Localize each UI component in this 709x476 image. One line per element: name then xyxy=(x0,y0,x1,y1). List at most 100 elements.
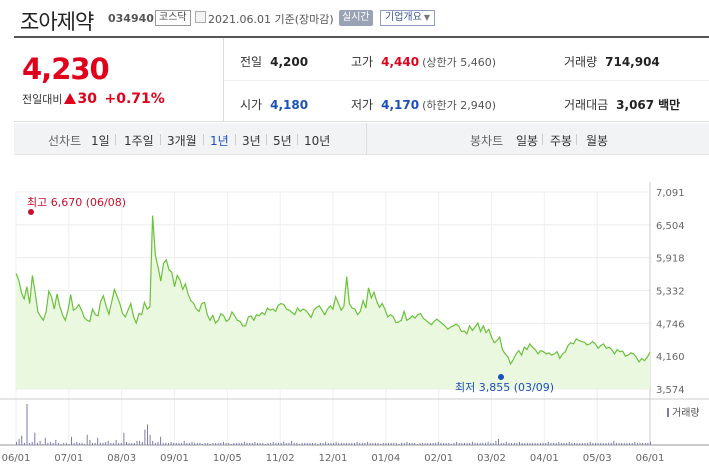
volume-bar xyxy=(44,437,46,445)
chevron-down-icon: ▼ xyxy=(423,13,430,22)
volume-bar xyxy=(511,442,513,445)
period-tab-1y[interactable]: 1년 xyxy=(210,134,229,148)
volume-bar xyxy=(450,444,452,445)
volume-bar xyxy=(508,442,510,445)
volume-bar xyxy=(597,442,599,445)
volume-bar xyxy=(532,442,534,445)
volume-bar xyxy=(526,442,528,445)
volume-bar xyxy=(477,442,479,445)
volume-bar xyxy=(469,442,471,445)
price-summary: 4,230 전일대비 30 +0.71% 전일 4,200 고가 4,440 (상한가 … xyxy=(14,36,709,122)
volume-bar xyxy=(97,437,99,445)
volume: 거래량 714,904 xyxy=(564,53,660,70)
volume-bar xyxy=(317,444,319,445)
volume-bar xyxy=(238,442,240,445)
period-tab-10y[interactable]: 10년 xyxy=(304,134,331,148)
candle-tab-weekly[interactable]: 주봉 xyxy=(550,134,573,148)
x-tick-label: 03/02 xyxy=(477,453,506,464)
y-tick-label: 3,574 xyxy=(656,385,685,396)
volume-bar xyxy=(225,442,227,445)
volume-bar xyxy=(550,442,552,445)
separator xyxy=(542,134,543,145)
period-tab-5y[interactable]: 5년 xyxy=(273,134,292,148)
volume-legend-icon xyxy=(667,408,669,417)
volume-bar xyxy=(306,442,308,445)
price-area xyxy=(16,215,650,389)
company-info-dropdown[interactable]: 기업개요 ▼ xyxy=(380,10,435,26)
volume-bar xyxy=(160,436,162,445)
volume-bar xyxy=(16,441,17,445)
separator xyxy=(203,134,204,145)
separator xyxy=(235,134,236,145)
volume-bar xyxy=(629,442,630,445)
volume-bar xyxy=(173,442,175,445)
volume-bar xyxy=(29,442,31,445)
volume-bar xyxy=(398,444,400,445)
open-value: 4,180 xyxy=(270,98,309,112)
volume-bar xyxy=(57,442,59,445)
volume-bar xyxy=(537,442,539,445)
volume-bar xyxy=(181,442,182,445)
volume-bar xyxy=(267,442,269,445)
volume-bar xyxy=(644,442,646,445)
price-chart[interactable]: 7,091 6,504 5,918 5,332 4,746 4,160 3,574 06/01… xyxy=(0,156,709,476)
volume-bar xyxy=(50,441,52,445)
period-selector-bar: 선차트 1일 1주일 3개월 1년 3년 5년 10년 봉차트 일봉 주봉 월봉 xyxy=(14,123,709,155)
volume-bar xyxy=(298,444,300,445)
volume-bar xyxy=(333,442,334,445)
volume-bar xyxy=(382,442,384,445)
volume-bar xyxy=(615,442,617,445)
volume-bar xyxy=(490,442,492,445)
volume-bar xyxy=(63,442,65,445)
volume-bar xyxy=(401,442,403,445)
realtime-button[interactable]: 실시간 xyxy=(339,10,373,26)
volume-bar xyxy=(542,442,544,445)
candle-tab-daily[interactable]: 일봉 xyxy=(516,134,539,148)
period-tab-1d[interactable]: 1일 xyxy=(91,134,110,148)
volume-bar xyxy=(128,442,130,445)
volume-bar xyxy=(246,442,248,445)
period-tab-1w[interactable]: 1주일 xyxy=(124,134,154,148)
volume-bar xyxy=(589,441,591,445)
volume-bar xyxy=(270,442,272,445)
volume-bar xyxy=(359,442,361,445)
volume-bar xyxy=(605,442,607,445)
volume-bar xyxy=(209,444,211,445)
volume-bar xyxy=(65,442,67,445)
volume-bar xyxy=(474,442,476,445)
x-tick-label: 09/01 xyxy=(160,453,189,464)
volume-bar xyxy=(107,440,109,445)
volume-bar xyxy=(443,442,444,445)
volume-bar xyxy=(579,442,581,445)
volume-bar xyxy=(194,442,196,445)
volume-bar xyxy=(636,442,638,445)
open-label: 시가 xyxy=(240,98,263,112)
volume-bar xyxy=(170,441,172,445)
volume-bar xyxy=(338,442,340,445)
volume-bar xyxy=(228,442,230,445)
volume-bar xyxy=(131,442,133,445)
price-line xyxy=(15,215,651,366)
volume-bar xyxy=(584,442,586,445)
volume-bar xyxy=(71,436,72,445)
x-tick-label: 05/03 xyxy=(583,453,612,464)
volume-bar xyxy=(278,442,279,445)
volume-bar xyxy=(319,442,321,445)
volume-bar xyxy=(60,444,62,445)
volume-bar xyxy=(312,442,313,445)
candle-chart-label: 봉차트 xyxy=(470,134,504,148)
volume-bar xyxy=(262,442,264,445)
volume-bar xyxy=(613,440,615,445)
low-annotation: 최저 3,855 (03/09) xyxy=(455,381,554,394)
volume-bar xyxy=(220,442,222,445)
period-tab-3y[interactable]: 3년 xyxy=(242,134,261,148)
volume-bar xyxy=(623,442,625,445)
volume-bar xyxy=(466,442,468,445)
volume-bar xyxy=(419,442,421,445)
volume-bar xyxy=(346,442,348,445)
candle-tab-monthly[interactable]: 월봉 xyxy=(586,134,609,148)
volume-bar xyxy=(264,444,266,445)
volume-bar xyxy=(126,441,127,445)
volume-bar xyxy=(144,429,146,445)
period-tab-3m[interactable]: 3개월 xyxy=(167,134,197,148)
